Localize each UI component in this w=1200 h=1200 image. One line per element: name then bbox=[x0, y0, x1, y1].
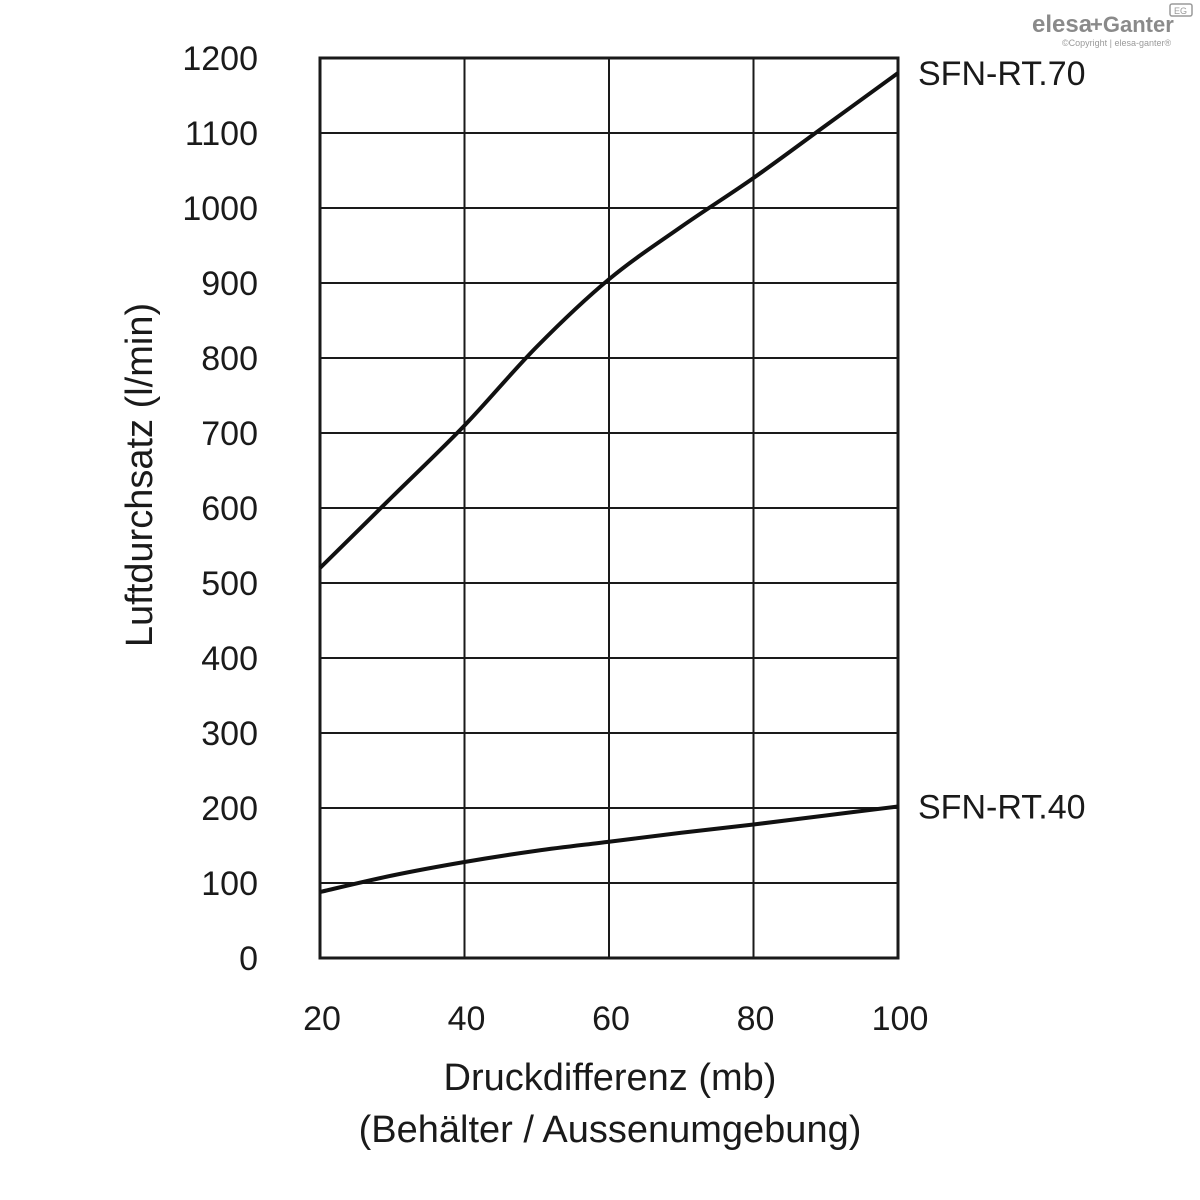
series-lines bbox=[318, 71, 900, 894]
x-tick-label: 80 bbox=[737, 1000, 775, 1038]
series-line-SFN-RT.40 bbox=[319, 804, 899, 894]
y-tick-label: 300 bbox=[201, 715, 258, 753]
plot-frame bbox=[318, 56, 900, 960]
y-tick-label: 1100 bbox=[185, 115, 258, 153]
x-axis-title-line2: (Behälter / Aussenumgebung) bbox=[359, 1109, 862, 1151]
y-tick-label: 700 bbox=[201, 415, 258, 453]
y-tick-label: 100 bbox=[201, 865, 258, 903]
y-tick-label: 0 bbox=[239, 940, 258, 978]
brand-copyright: ©Copyright | elesa-ganter® bbox=[1062, 38, 1172, 48]
y-tick-label: 500 bbox=[201, 565, 258, 603]
x-axis-title: Druckdifferenz (mb) bbox=[444, 1057, 777, 1099]
x-tick-label: 40 bbox=[448, 1000, 486, 1038]
y-tick-label: 400 bbox=[201, 640, 258, 678]
brand-name-right: +Ganter bbox=[1090, 12, 1174, 37]
brand-logo: elesa +Ganter EG ©Copyright | elesa-gant… bbox=[1032, 3, 1193, 48]
brand-badge-frame bbox=[1169, 3, 1193, 17]
x-tick-label: 100 bbox=[872, 1000, 929, 1038]
series-label: SFN-RT.70 bbox=[918, 55, 1086, 93]
brand-name-left: elesa bbox=[1032, 11, 1093, 38]
x-tick-label: 60 bbox=[592, 1000, 630, 1038]
y-axis-title: Luftdurchsatz (l/min) bbox=[119, 303, 161, 647]
series-labels: SFN-RT.70 SFN-RT.40 bbox=[918, 55, 1086, 827]
y-tick-label: 1200 bbox=[182, 40, 258, 78]
y-tick-labels: 0 100 200 300 400 500 600 700 800 900 1000 1100 1200 bbox=[182, 40, 258, 978]
y-tick-label: 900 bbox=[201, 265, 258, 303]
y-tick-label: 600 bbox=[201, 490, 258, 528]
series-label: SFN-RT.40 bbox=[918, 789, 1086, 827]
x-tick-labels: 20 40 60 80 100 bbox=[303, 1000, 928, 1038]
y-tick-label: 1000 bbox=[182, 190, 258, 228]
brand-badge: EG bbox=[1174, 6, 1187, 16]
x-tick-label: 20 bbox=[303, 1000, 341, 1038]
series-line-SFN-RT.70 bbox=[318, 71, 900, 570]
y-tick-label: 800 bbox=[201, 340, 258, 378]
grid bbox=[319, 57, 899, 959]
y-tick-label: 200 bbox=[201, 790, 258, 828]
